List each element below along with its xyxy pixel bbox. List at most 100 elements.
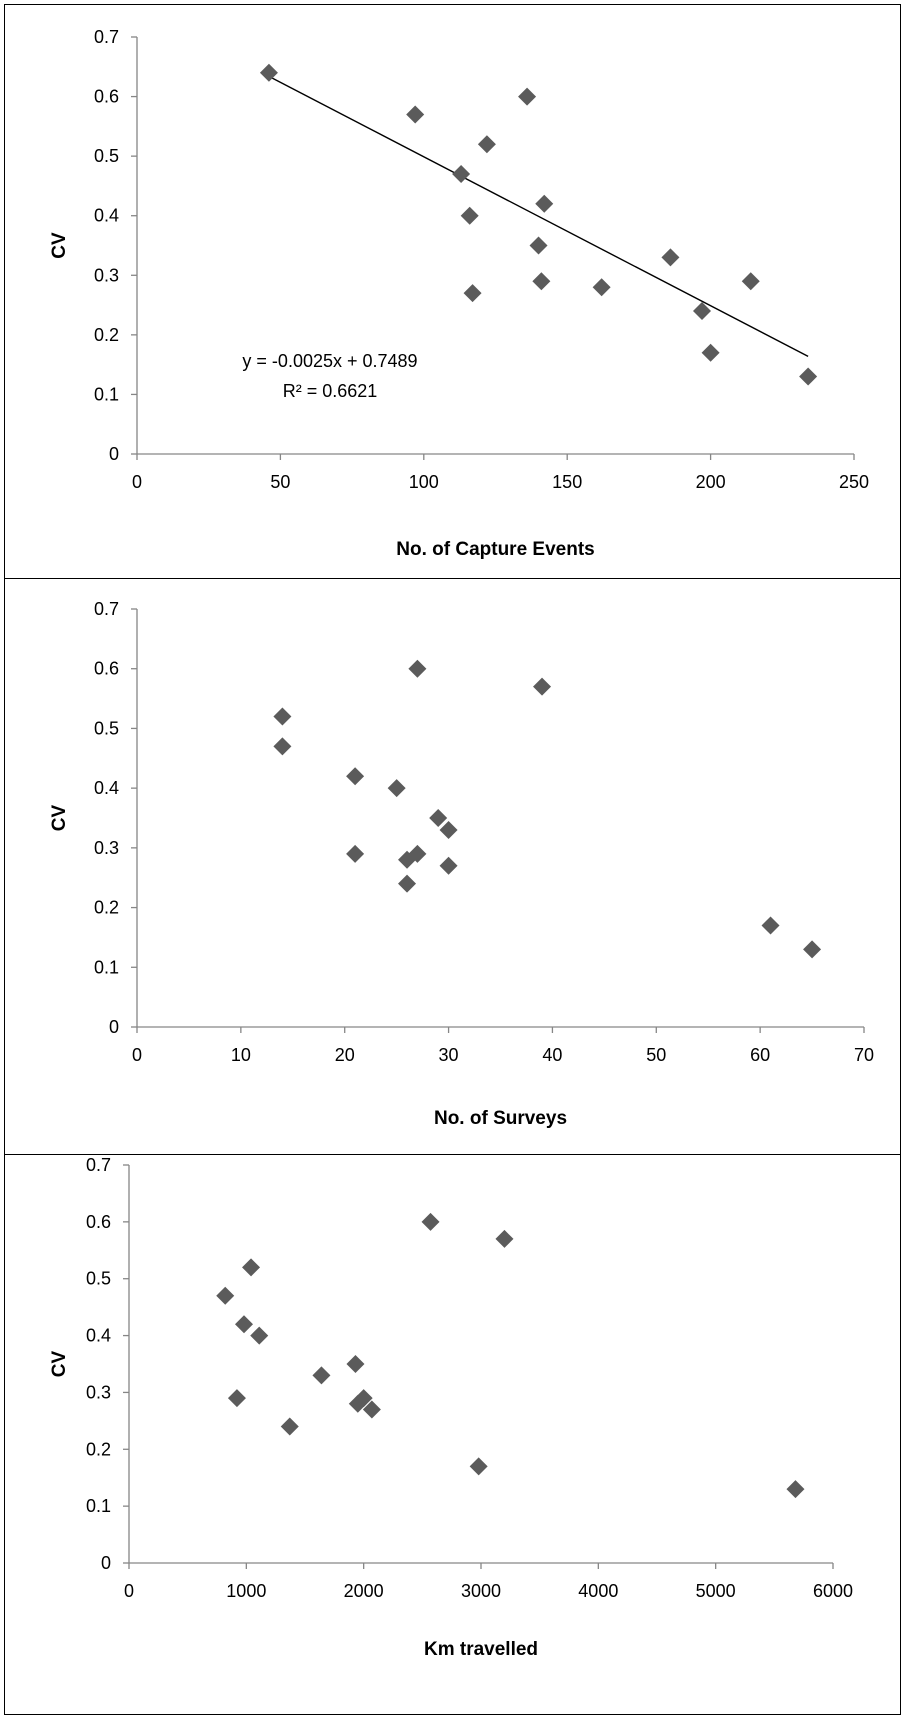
y-tick-label: 0.1 xyxy=(94,957,119,977)
data-point xyxy=(692,302,711,321)
data-point xyxy=(273,707,292,726)
y-tick-label: 0.7 xyxy=(86,1155,111,1175)
y-tick-label: 0.1 xyxy=(94,384,119,404)
data-point xyxy=(532,272,551,291)
x-tick-label: 70 xyxy=(854,1045,874,1065)
data-point xyxy=(533,677,552,696)
data-point xyxy=(273,737,292,756)
x-tick-label: 100 xyxy=(409,472,439,492)
y-tick-label: 0.7 xyxy=(94,27,119,47)
x-axis-title: No. of Surveys xyxy=(434,1108,567,1129)
scatter-chart-surveys: 0 0.1 0.2 0.3 0.4 0.5 0.6 0.7 0 10 20 30 40 50 60 70 No.… xyxy=(49,599,874,1129)
y-tick-label: 0 xyxy=(101,1553,111,1573)
x-tick-label: 6000 xyxy=(813,1581,853,1601)
y-tick-label: 0.1 xyxy=(86,1496,111,1516)
data-point xyxy=(803,940,822,959)
x-tick-label: 250 xyxy=(839,472,869,492)
trendline-r-squared: R² = 0.6621 xyxy=(283,381,378,401)
chart-panel-surveys: 0 0.1 0.2 0.3 0.4 0.5 0.6 0.7 0 10 20 30 40 50 60 70 No.… xyxy=(4,578,901,1156)
data-point xyxy=(346,844,365,863)
y-tick-label: 0.5 xyxy=(94,718,119,738)
y-tick-label: 0.5 xyxy=(86,1269,111,1289)
y-tick-label: 0.3 xyxy=(94,265,119,285)
data-point xyxy=(452,165,471,184)
data-point xyxy=(406,105,425,124)
x-tick-label: 50 xyxy=(270,472,290,492)
x-tick-label: 60 xyxy=(750,1045,770,1065)
data-point xyxy=(387,779,406,798)
y-tick-label: 0.3 xyxy=(94,838,119,858)
y-tick-label: 0.4 xyxy=(86,1326,111,1346)
data-point xyxy=(429,809,448,827)
x-tick-label: 2000 xyxy=(344,1581,384,1601)
data-point xyxy=(799,367,818,386)
y-tick-label: 0.3 xyxy=(86,1382,111,1402)
y-tick-label: 0.6 xyxy=(94,87,119,107)
data-point xyxy=(495,1229,514,1248)
data-point xyxy=(518,87,537,106)
data-point xyxy=(250,1326,269,1345)
data-point xyxy=(786,1480,805,1499)
x-tick-label: 200 xyxy=(696,472,726,492)
data-point xyxy=(761,916,780,935)
y-axis-title: CV xyxy=(49,804,70,831)
data-point xyxy=(529,236,548,255)
y-tick-label: 0.2 xyxy=(94,898,119,918)
y-axis-title: CV xyxy=(49,232,70,259)
data-point xyxy=(661,248,680,267)
y-tick-label: 0.4 xyxy=(94,206,119,226)
y-axis-title: CV xyxy=(49,1350,70,1377)
x-axis-title: Km travelled xyxy=(424,1639,538,1660)
y-tick-label: 0.5 xyxy=(94,146,119,166)
x-tick-label: 4000 xyxy=(578,1581,618,1601)
data-point xyxy=(592,278,611,297)
y-tick-label: 0.6 xyxy=(94,659,119,679)
trendline xyxy=(268,75,809,357)
x-axis-title: No. of Capture Events xyxy=(396,539,594,560)
data-point xyxy=(439,856,458,875)
data-point xyxy=(346,767,365,786)
data-point xyxy=(354,1389,373,1408)
y-tick-label: 0.2 xyxy=(94,325,119,345)
data-point xyxy=(242,1258,261,1277)
data-point xyxy=(346,1355,365,1373)
data-point xyxy=(741,272,760,291)
data-point xyxy=(535,194,554,213)
data-point xyxy=(398,874,417,893)
x-tick-label: 40 xyxy=(542,1045,562,1065)
y-tick-label: 0.2 xyxy=(86,1439,111,1459)
y-tick-label: 0 xyxy=(109,1017,119,1037)
data-point xyxy=(477,135,496,154)
data-point xyxy=(227,1389,246,1408)
data-point xyxy=(216,1286,235,1305)
scatter-chart-capture-events: 0 0.1 0.2 0.3 0.4 0.5 0.6 0.7 0 50 100 150 200 250 No.… xyxy=(49,27,869,560)
data-point xyxy=(234,1315,253,1334)
x-tick-label: 0 xyxy=(132,1045,142,1065)
x-tick-label: 3000 xyxy=(461,1581,501,1601)
trendline-equation: y = -0.0025x + 0.7489 xyxy=(242,351,417,371)
data-point xyxy=(469,1457,488,1476)
x-tick-label: 30 xyxy=(439,1045,459,1065)
y-tick-label: 0.6 xyxy=(86,1212,111,1232)
data-point xyxy=(312,1366,331,1385)
x-tick-label: 10 xyxy=(231,1045,251,1065)
data-point xyxy=(701,343,720,362)
data-point xyxy=(362,1400,381,1419)
x-tick-label: 0 xyxy=(124,1581,134,1601)
chart-panel-km-travelled: 0 0.1 0.2 0.3 0.4 0.5 0.6 0.7 0 1000 2000 3000 4000 5… xyxy=(4,1154,901,1715)
data-point xyxy=(280,1417,299,1436)
y-tick-label: 0.7 xyxy=(94,599,119,619)
x-tick-label: 1000 xyxy=(226,1581,266,1601)
data-point xyxy=(463,284,482,303)
y-tick-label: 0 xyxy=(109,444,119,464)
data-point xyxy=(259,63,278,82)
data-point xyxy=(408,659,427,678)
x-tick-label: 5000 xyxy=(696,1581,736,1601)
data-point xyxy=(408,844,427,863)
x-tick-label: 20 xyxy=(335,1045,355,1065)
x-tick-label: 150 xyxy=(552,472,582,492)
data-point xyxy=(460,206,479,225)
data-point xyxy=(439,820,458,839)
data-point xyxy=(421,1212,440,1231)
chart-panel-capture-events: 0 0.1 0.2 0.3 0.4 0.5 0.6 0.7 0 50 100 150 200 250 No.… xyxy=(4,4,901,580)
